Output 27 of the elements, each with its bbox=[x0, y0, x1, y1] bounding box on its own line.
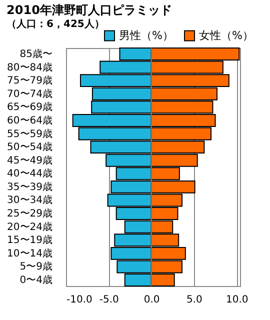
y-tick-label: 50〜54歳 bbox=[7, 141, 52, 154]
y-tick-label: 20〜24歳 bbox=[7, 220, 52, 233]
y-tick-label: 70〜74歳 bbox=[7, 88, 52, 100]
y-tick-label: 45〜49歳 bbox=[7, 154, 52, 166]
y-tick-label: 40〜44歳 bbox=[7, 168, 52, 180]
y-tick-label: 60〜64歳 bbox=[7, 114, 52, 126]
legend-label: 女性（%） bbox=[199, 28, 254, 42]
y-tick-label: 35〜39歳 bbox=[7, 180, 52, 193]
legend-label: 男性（%） bbox=[119, 28, 174, 42]
y-tick-label: 5〜9歳 bbox=[20, 260, 52, 273]
y-tick-label: 30〜34歳 bbox=[7, 194, 52, 206]
y-tick-label: 25〜29歳 bbox=[7, 208, 52, 220]
x-tick-label: 10.0 bbox=[226, 294, 248, 306]
x-tick-label: 5.0 bbox=[186, 294, 202, 306]
chart-subtitle: （人口：6，425人） bbox=[6, 18, 104, 30]
y-tick-label: 75〜79歳 bbox=[7, 74, 52, 87]
y-tick-label: 85歳〜 bbox=[20, 48, 52, 60]
x-tick-label: -10.0 bbox=[66, 294, 92, 306]
y-tick-label: 55〜59歳 bbox=[7, 128, 52, 140]
y-tick-label: 10〜14歳 bbox=[7, 247, 52, 260]
y-tick-label: 15〜19歳 bbox=[7, 234, 52, 246]
x-tick-label: 0.0 bbox=[144, 294, 160, 306]
x-tick-label: -5.0 bbox=[99, 294, 119, 306]
chart-title: 2010年津野町人口ピラミッド bbox=[6, 3, 172, 17]
y-tick-label: 80〜84歳 bbox=[7, 61, 52, 74]
y-tick-label: 65〜69歳 bbox=[7, 101, 52, 114]
y-tick-label: 0〜4歳 bbox=[20, 274, 52, 286]
